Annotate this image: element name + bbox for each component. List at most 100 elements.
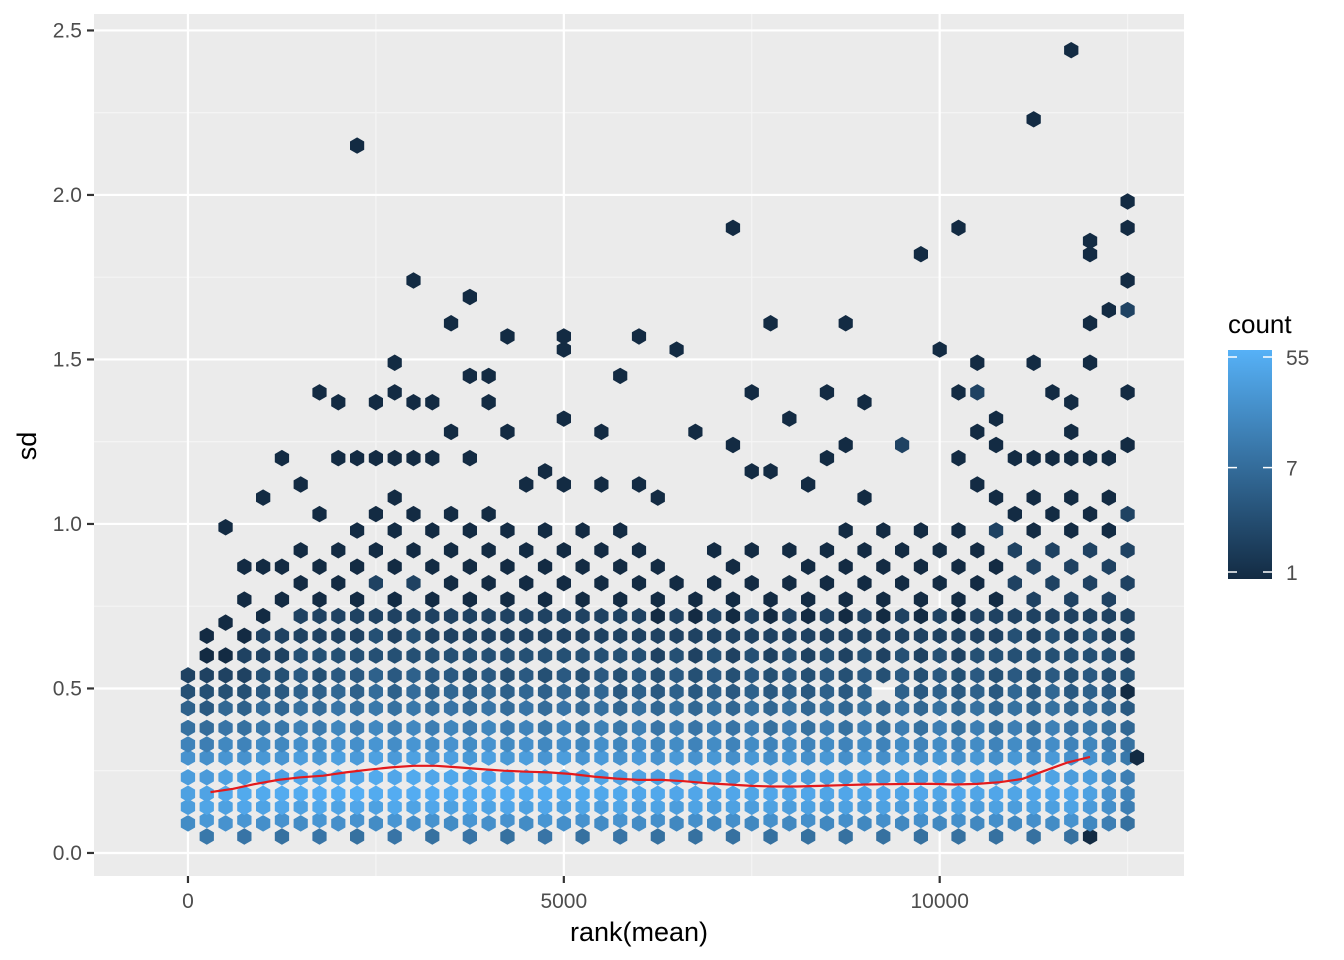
hexbin-cell [744,647,759,664]
hexbin-cell [406,272,421,289]
hexbin-cell [1007,749,1022,766]
hexbin-cell [970,815,985,832]
hexbin-cell [650,647,665,664]
hexbin-cell [951,785,966,802]
hexbin-cell [500,683,515,700]
hexbin-cell [500,769,515,786]
hexbin-cell [575,719,590,737]
hexbin-cell [782,647,797,664]
hexbin-cell [819,449,835,467]
hexbin-cell [1007,785,1022,802]
hexbin-cell [237,769,252,786]
hexbin-cell [1007,647,1022,664]
hexbin-cell [763,647,778,664]
hexbin-cell [763,811,778,829]
hexbin-cell [1101,522,1116,539]
hexbin-cell [199,798,214,816]
hexbin-cell [876,591,891,608]
hexbin-cells [180,42,1145,845]
hexbin-cell [988,410,1004,427]
hexbin-cell [368,575,383,592]
hexbin-cell [1045,798,1060,816]
hexbin-cell [1120,607,1135,625]
hexbin-cell [613,719,628,737]
hexbin-cell [274,811,290,829]
hexbin-cell [218,683,233,700]
hexbin-cell [1026,667,1041,684]
hexbin-cell [1082,627,1098,644]
hexbin-cell [256,749,271,766]
hexbin-cell [613,769,628,786]
hexbin-cell [801,647,816,664]
hexbin-cell [744,785,759,802]
hexbin-cell [1045,815,1060,832]
hexbin-cell [819,667,835,684]
hexbin-cell [650,627,665,644]
hexbin-cell [387,489,402,506]
hexbin-cell [763,769,778,786]
hexbin-cell [312,736,327,753]
hexbin-cell [707,647,722,664]
hexbin-cell [462,607,477,625]
hexbin-cell [1082,232,1098,250]
hexbin-cell [556,627,571,644]
hexbin-cell [500,627,515,644]
hexbin-cell [819,815,835,832]
hexbin-cell [443,736,459,753]
hexbin-cell [594,798,609,816]
hexbin-cell [256,607,271,625]
hexbin-cell [519,736,534,753]
hexbin-cell [368,394,383,411]
hexbin-cell [274,647,290,664]
hexbin-cell [199,719,214,737]
hexbin-cell [293,476,308,493]
hexbin-cell [1064,719,1079,737]
hexbin-cell [669,749,684,766]
hexbin-cell [744,542,759,559]
hexbin-cell [1082,607,1098,625]
hexbin-cell [350,736,365,753]
hexbin-cell [763,749,778,766]
hexbin-cell [857,785,872,802]
hexbin-cell [913,647,928,664]
hexbin-cell [876,785,891,802]
hexbin-cell [387,449,402,467]
hexbin-cell [763,828,778,845]
hexbin-cell [331,449,346,467]
hexbin-cell [857,700,872,717]
hexbin-cell [537,700,553,717]
hexbin-cell [594,476,609,493]
hexbin-cell [387,627,402,644]
hexbin-cell [951,647,966,664]
hexbin-cell [895,719,910,737]
hexbin-cell [1120,575,1135,592]
hexbin-cell [481,394,496,411]
hexbin-cell [256,683,271,700]
hexbin-cell [312,558,327,575]
hexbin-cell [970,719,985,737]
hexbin-cell [876,749,891,766]
hexbin-cell [725,828,741,845]
hexbin-cell [406,683,421,700]
hexbin-cell [575,558,590,575]
hexbin-cell [613,798,628,816]
hexbin-cell [443,683,459,700]
hexbin-cell [631,328,647,345]
hexbin-cell [876,667,891,684]
hexbin-cell [481,647,496,664]
hexbin-cell [274,700,290,717]
hexbin-cell [1026,558,1041,575]
hexbin-cell [988,736,1004,753]
hexbin-cell [387,719,402,737]
hexbin-cell [932,647,947,664]
hexbin-cell [951,749,966,766]
hexbin-cell [1101,749,1116,766]
hexbin-cell [744,627,759,644]
hexbin-cell [801,627,816,644]
hexbin-cell [312,591,327,608]
hexbin-cell [613,683,628,700]
hexbin-cell [951,219,966,237]
hexbin-cell [970,423,985,441]
hexbin-cell [1082,354,1098,371]
hexbin-cell [594,700,609,717]
